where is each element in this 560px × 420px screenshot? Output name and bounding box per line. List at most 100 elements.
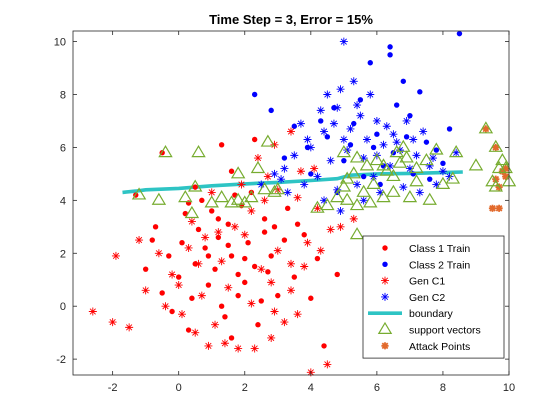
x-tick-label: 2 [242,382,248,394]
class-2-train-point [367,60,373,66]
axis-ticks: -2 0 2 4 6 8 10 -2 0 2 4 6 8 10 [54,31,515,394]
y-tick-label: 0 [60,301,66,313]
class-1-train-point [291,274,298,280]
gen-c1-point [230,222,239,231]
gen-c1-point [267,333,276,342]
x-tick-label: 6 [374,382,380,394]
class-2-train-point [341,157,347,164]
gen-c1-point [316,246,325,255]
attack-points-point-core [490,206,495,211]
support-vectors-point [230,192,246,205]
legend-entry-gen-c2: Gen C2 [381,292,445,304]
gen-c1-point [125,323,134,332]
class-2-train-point [308,171,314,177]
class-1-train-point [152,224,159,230]
gen-c2-point [257,180,266,189]
class-1-train-point [215,216,222,222]
legend-swatch [381,342,389,350]
gen-c1-point [135,236,144,245]
class-2-train-point [427,176,433,182]
support-vectors-point [386,168,401,182]
gen-c1-point [207,188,216,197]
chart-title: Time Step = 3, Error = 15% [209,12,373,27]
gen-c2-point [353,101,362,110]
legend-swatch-core [382,343,388,348]
class-1-train-point [284,205,291,211]
gen-c2-point [313,172,322,181]
support-vectors-point [260,134,276,147]
gen-c1-point [224,283,233,292]
gen-c1-point [217,257,226,266]
class-1-train-point [175,274,182,280]
support-vectors-point [419,152,434,166]
series-gen-c1 [88,127,358,377]
gen-c2-point [277,175,286,184]
class-1-train-point [192,184,198,190]
class-1-train-point [228,253,235,259]
y-tick-label: 10 [54,37,66,49]
gen-c1-point [273,185,282,194]
support-vectors-point [191,145,206,158]
gen-c2-point [369,172,378,181]
support-vectors-point [402,190,418,203]
support-vectors-point [488,139,504,152]
class-1-train-point [258,298,264,304]
gen-c2-point [379,140,388,149]
support-vectors-point [422,192,437,205]
gen-c2-point [326,156,335,165]
gen-c2-point [412,151,421,160]
support-vectors-point [468,158,484,171]
gen-c1-point [237,180,246,189]
class-1-train-point [265,269,271,275]
attack-points-point [502,165,510,173]
legend-swatch [381,276,389,285]
support-vectors-point [250,160,266,174]
class-2-train-point [393,102,400,108]
gen-c1-point [313,204,322,213]
support-vectors-point [376,190,391,203]
x-tick-label: 0 [176,382,182,394]
class-2-train-point [387,44,393,50]
attack-points-point [488,204,497,212]
gen-c1-point [310,164,319,173]
class-1-train-point [149,237,155,243]
gen-c2-point [362,135,371,144]
gen-c2-point [329,119,338,128]
class-1-train-point [225,221,231,227]
y-tick-label: 4 [60,195,66,207]
legend-label: Class 1 Train [409,243,470,255]
series-boundary [122,170,463,195]
class-1-train-point [321,343,327,349]
class-1-train-point [179,239,185,246]
gen-c2-point [372,116,381,125]
legend-swatch [381,292,389,301]
class-1-train-point [308,295,314,301]
gen-c2-point [405,164,414,173]
gen-c2-point [320,196,329,205]
gen-c1-point [253,154,262,163]
class-2-train-point [318,118,324,124]
class-2-train-point [347,142,354,148]
legend-entry-gen-c1: Gen C1 [381,276,445,288]
support-vectors-point [396,139,411,152]
class-1-train-point [195,226,202,233]
legend: Class 1 Train Class 2 Train Gen C1 Gen C2 bo… [362,235,505,359]
class-1-train-point [281,237,288,243]
legend-entry-boundary: boundary [368,308,454,320]
gen-c1-point [323,360,332,369]
gen-c2-point [333,103,342,112]
class-1-train-point [142,266,149,272]
series-support-vectors [131,121,517,240]
gen-c1-point [250,344,259,353]
attack-points-point [502,172,510,181]
class-1-train-point [235,292,241,299]
legend-swatch [377,321,393,334]
gen-c1-point [191,328,200,337]
axes-box [72,30,510,376]
support-vectors-point [363,195,378,208]
class-1-train-point [205,253,212,259]
gen-c2-point [323,90,332,99]
gen-c2-point [303,135,312,144]
legend-swatch [382,245,388,251]
